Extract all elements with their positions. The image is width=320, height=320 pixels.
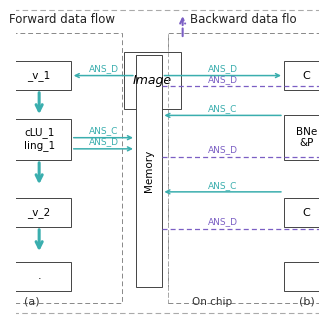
Text: ANS_C: ANS_C [208,104,237,113]
Text: BNe
&P: BNe &P [296,127,317,148]
Bar [284,116,320,160]
Text: ANS_C: ANS_C [208,180,237,190]
Bar [7,262,71,291]
Text: Backward data flo: Backward data flo [190,13,296,26]
Text: ANS_D: ANS_D [208,217,238,226]
Text: Memory: Memory [144,150,154,192]
Text: _v_1: _v_1 [28,70,51,81]
Bar [284,198,320,227]
Text: (b): (b) [299,297,314,307]
Text: ANS_D: ANS_D [89,64,118,73]
Text: C: C [303,71,310,81]
Text: .: . [37,271,41,281]
Bar [7,33,122,303]
Bar [284,262,320,291]
Bar [124,52,181,109]
Bar [284,61,320,90]
Text: cLU_1
ling_1: cLU_1 ling_1 [24,128,55,151]
Bar [168,33,320,303]
Text: (a): (a) [24,297,39,307]
Text: ANS_C: ANS_C [89,126,118,135]
Text: Forward data flow: Forward data flow [9,13,115,26]
Bar [7,198,71,227]
Text: ANS_D: ANS_D [89,138,118,147]
Text: C: C [303,208,310,218]
Text: Image: Image [133,74,172,87]
Bar [7,119,71,160]
Text: On chip: On chip [192,297,232,307]
Text: _v_2: _v_2 [28,207,51,218]
Text: ANS_D: ANS_D [208,146,238,155]
Text: ANS_D: ANS_D [208,64,238,73]
Text: ANS_D: ANS_D [208,76,238,84]
Bar [7,61,71,90]
Bar [136,55,162,287]
